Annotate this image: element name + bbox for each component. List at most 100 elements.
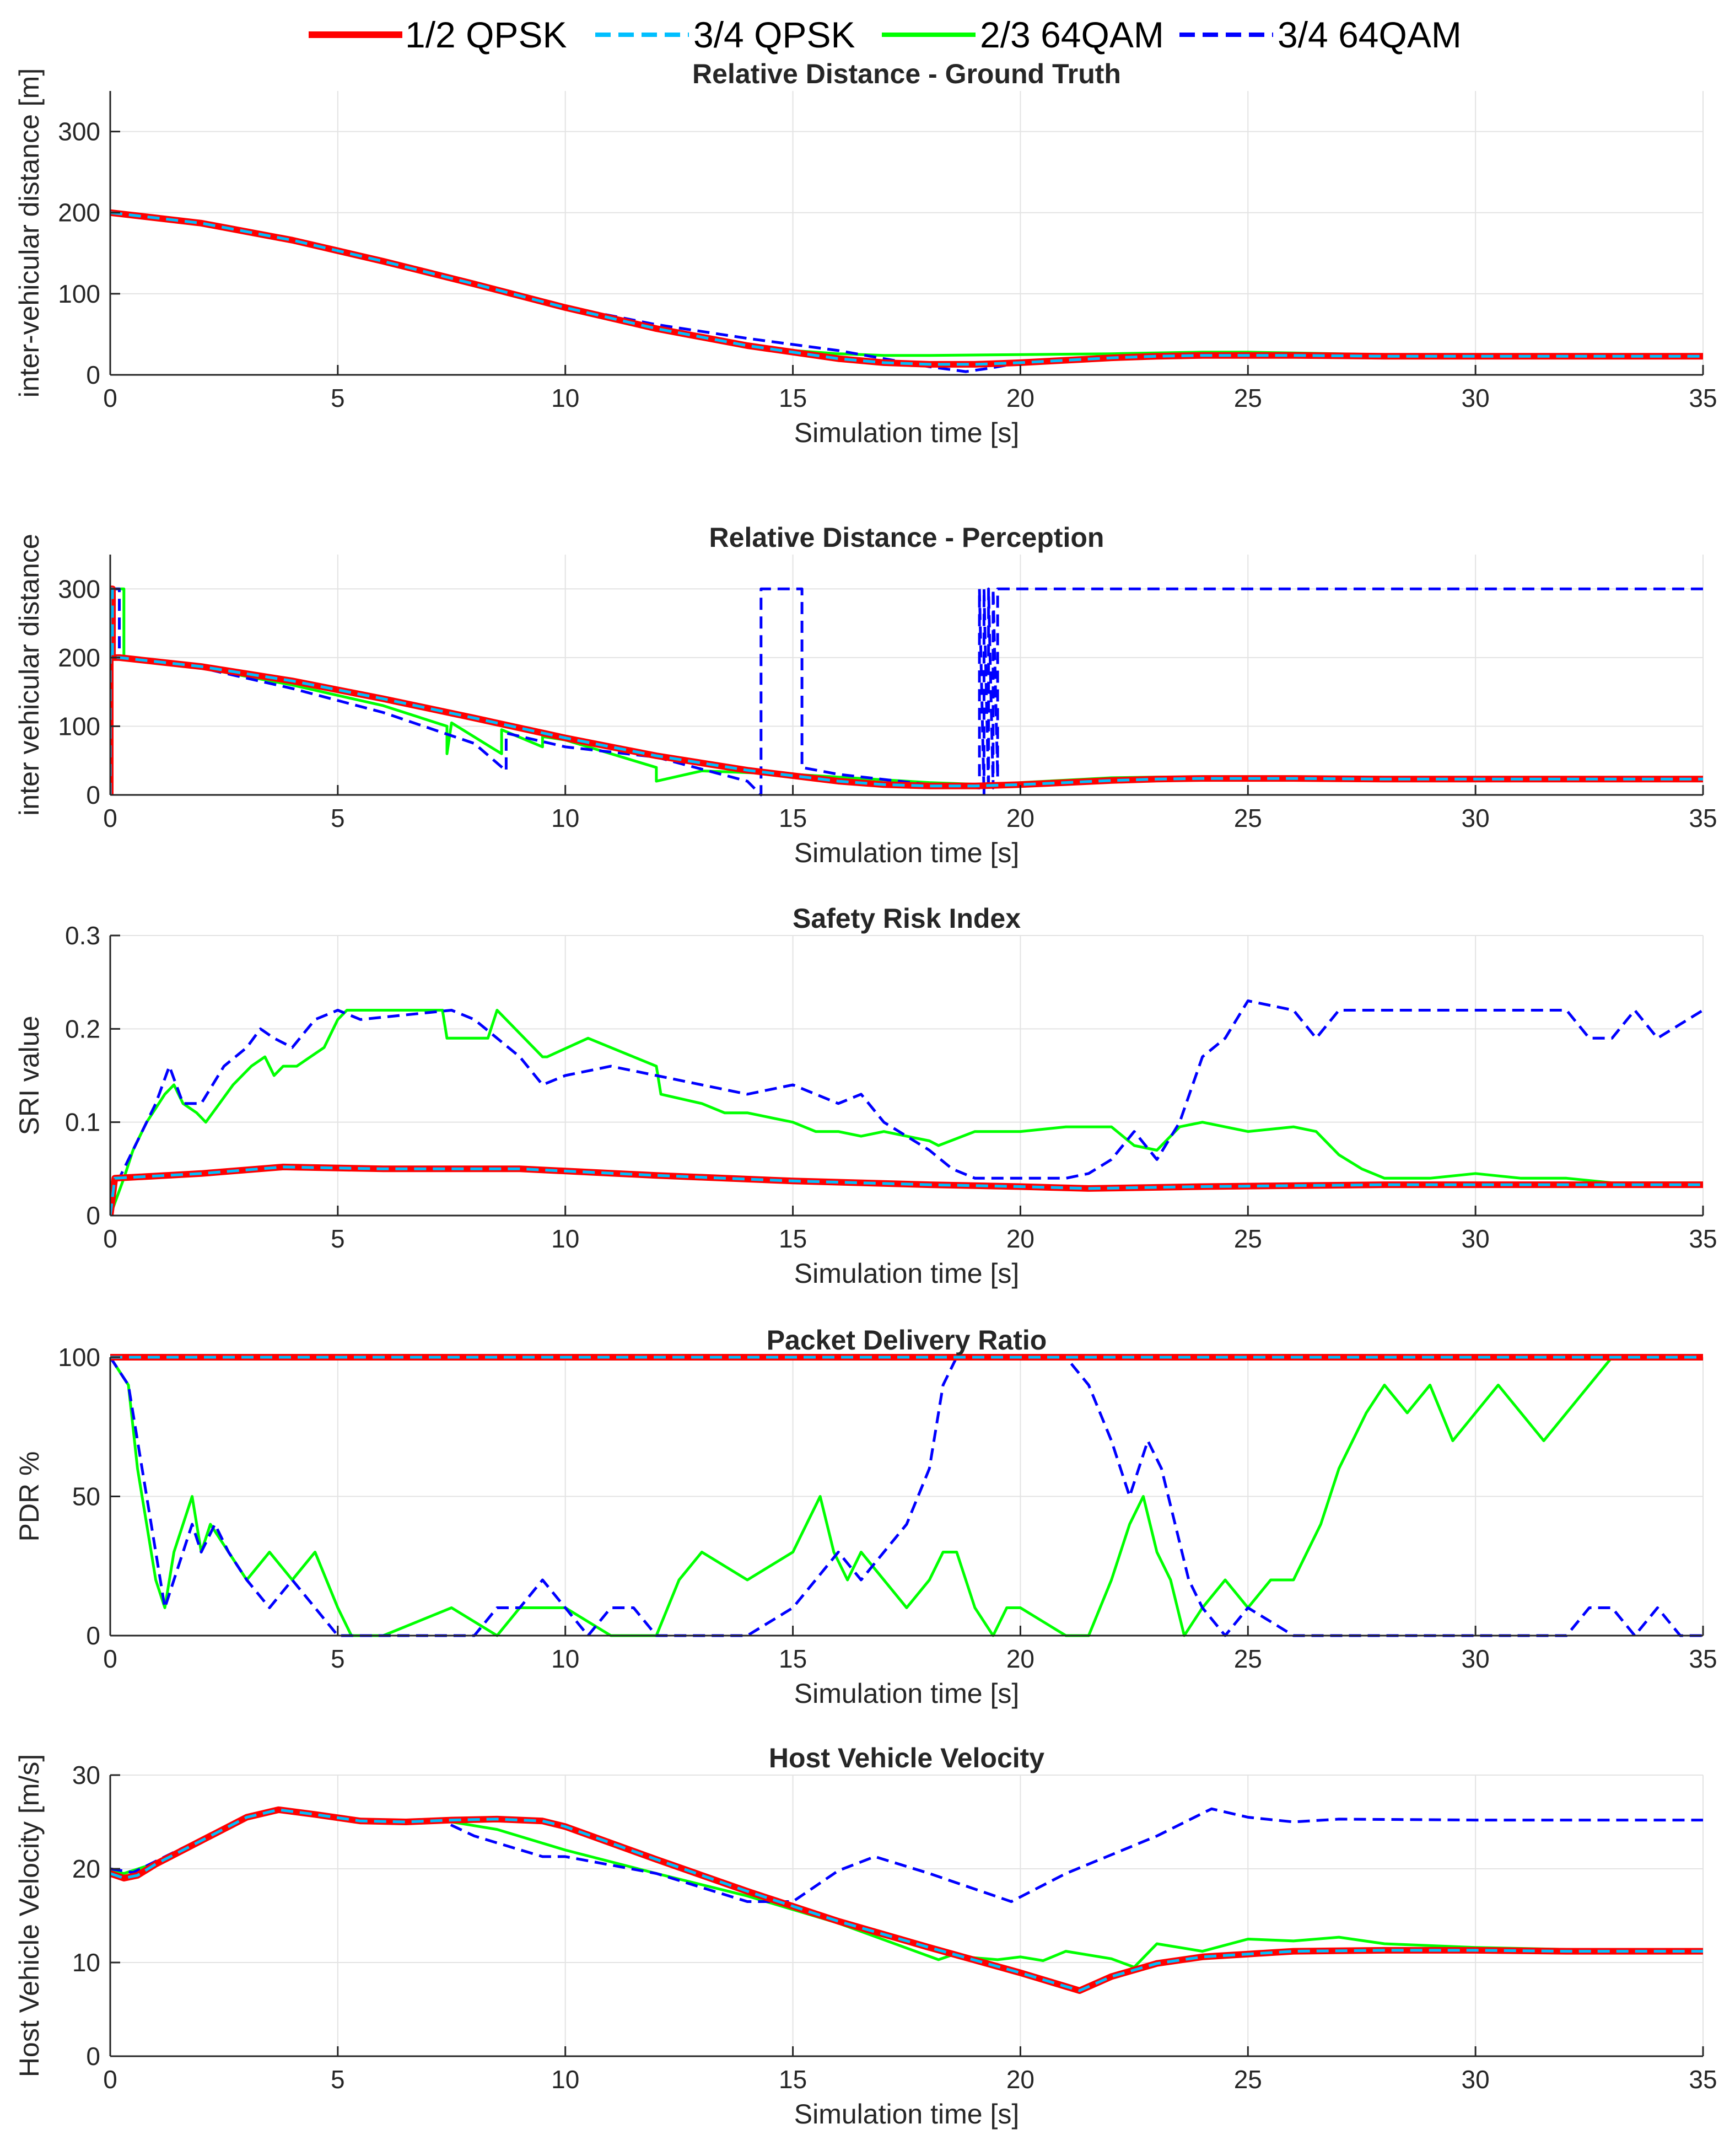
x-tick-label: 20 bbox=[1006, 384, 1034, 412]
y-tick-label: 0 bbox=[86, 1621, 100, 1650]
plot-area bbox=[110, 91, 1703, 375]
legend-label: 3/4 64QAM bbox=[1278, 14, 1462, 55]
x-axis-label: Simulation time [s] bbox=[794, 417, 1019, 448]
x-tick-label: 20 bbox=[1006, 2065, 1034, 2094]
x-tick-label: 25 bbox=[1234, 804, 1262, 832]
series-line-3-4-64qam bbox=[110, 587, 1703, 797]
x-tick-label: 5 bbox=[331, 1644, 345, 1673]
plot-area bbox=[110, 555, 1703, 795]
x-tick-label: 15 bbox=[779, 1644, 807, 1673]
x-tick-label: 25 bbox=[1234, 1224, 1262, 1253]
x-axis-label: Simulation time [s] bbox=[794, 1678, 1019, 1709]
x-tick-label: 15 bbox=[779, 804, 807, 832]
chart-title: Relative Distance - Ground Truth bbox=[692, 58, 1121, 89]
x-tick-label: 10 bbox=[551, 384, 579, 412]
x-tick-label: 20 bbox=[1006, 1224, 1034, 1253]
y-tick-label: 30 bbox=[72, 1761, 100, 1789]
x-tick-label: 30 bbox=[1462, 804, 1490, 832]
y-tick-label: 0 bbox=[86, 781, 100, 809]
y-tick-label: 100 bbox=[58, 279, 100, 308]
x-tick-label: 0 bbox=[103, 384, 117, 412]
y-tick-label: 0.1 bbox=[65, 1108, 100, 1137]
x-tick-label: 5 bbox=[331, 804, 345, 832]
x-tick-label: 15 bbox=[779, 1224, 807, 1253]
y-tick-label: 200 bbox=[58, 198, 100, 227]
y-tick-label: 0.3 bbox=[65, 921, 100, 950]
y-tick-label: 100 bbox=[58, 712, 100, 740]
x-tick-label: 25 bbox=[1234, 384, 1262, 412]
y-axis-label: SRI value bbox=[14, 1016, 45, 1136]
series-line-3-4-qpsk bbox=[110, 211, 1703, 366]
x-tick-label: 30 bbox=[1462, 384, 1490, 412]
x-tick-label: 0 bbox=[103, 1224, 117, 1253]
legend-entry: 2/3 64QAM bbox=[882, 14, 1164, 55]
legend: 1/2 QPSK 3/4 QPSK 2/3 64QAM 3/4 64QAM bbox=[309, 14, 1462, 55]
x-tick-label: 20 bbox=[1006, 804, 1034, 832]
y-axis-label: inter-vehicular distance [m] bbox=[14, 68, 45, 397]
y-tick-label: 200 bbox=[58, 643, 100, 672]
subplot-host-vehicle-velocity: 0 5 10 15 20 25 30 35 0 10 20 30 Host Vehicle Veloci… bbox=[14, 1743, 1717, 2130]
series-line-3-4-64qam bbox=[110, 1356, 1703, 1637]
x-tick-label: 15 bbox=[779, 384, 807, 412]
chart-title: Safety Risk Index bbox=[793, 903, 1021, 934]
y-tick-label: 100 bbox=[58, 1343, 100, 1372]
x-axis-label: Simulation time [s] bbox=[794, 837, 1019, 868]
x-tick-label: 5 bbox=[331, 1224, 345, 1253]
legend-label: 2/3 64QAM bbox=[980, 14, 1164, 55]
y-tick-label: 50 bbox=[72, 1482, 100, 1511]
x-tick-label: 35 bbox=[1689, 2065, 1717, 2094]
x-tick-label: 10 bbox=[551, 2065, 579, 2094]
x-tick-label: 30 bbox=[1462, 2065, 1490, 2094]
subplot-safety-risk-index: 0 5 10 15 20 25 30 35 0 0.1 0.2 0.3 Safety Risk Inde… bbox=[14, 903, 1717, 1289]
x-tick-label: 30 bbox=[1462, 1224, 1490, 1253]
x-tick-label: 5 bbox=[331, 384, 345, 412]
legend-entry: 1/2 QPSK bbox=[309, 14, 567, 55]
series-line-3-4-qpsk bbox=[110, 1165, 1703, 1216]
x-tick-label: 10 bbox=[551, 1644, 579, 1673]
chart-title: Packet Delivery Ratio bbox=[767, 1325, 1047, 1356]
y-tick-label: 0 bbox=[86, 1201, 100, 1230]
y-tick-label: 300 bbox=[58, 574, 100, 603]
x-tick-label: 5 bbox=[331, 2065, 345, 2094]
chart-title: Relative Distance - Perception bbox=[709, 522, 1104, 553]
y-tick-label: 0 bbox=[86, 361, 100, 389]
series-line-2-3-64qam bbox=[110, 1009, 1703, 1216]
subplot-relative-distance-perception: 0 5 10 15 20 25 30 35 0 100 200 300 Relative Distanc… bbox=[14, 522, 1717, 868]
x-tick-label: 25 bbox=[1234, 1644, 1262, 1673]
x-tick-label: 35 bbox=[1689, 1644, 1717, 1673]
y-axis-label: PDR % bbox=[14, 1451, 45, 1542]
x-tick-label: 0 bbox=[103, 804, 117, 832]
x-tick-label: 0 bbox=[103, 1644, 117, 1673]
y-tick-label: 0 bbox=[86, 2042, 100, 2071]
y-axis-label: Host Vehicle Velocity [m/s] bbox=[14, 1754, 45, 2077]
legend-label: 3/4 QPSK bbox=[693, 14, 855, 55]
y-tick-label: 0.2 bbox=[65, 1014, 100, 1043]
x-tick-label: 20 bbox=[1006, 1644, 1034, 1673]
legend-entry: 3/4 QPSK bbox=[595, 14, 855, 55]
legend-entry: 3/4 64QAM bbox=[1179, 14, 1462, 55]
legend-label: 1/2 QPSK bbox=[405, 14, 567, 55]
series-line-3-4-qpsk bbox=[110, 1808, 1703, 1992]
y-tick-label: 20 bbox=[72, 1854, 100, 1883]
series-line-3-4-64qam bbox=[110, 999, 1703, 1216]
series-line-3-4-64qam bbox=[110, 211, 1703, 373]
x-tick-label: 25 bbox=[1234, 2065, 1262, 2094]
x-axis-label: Simulation time [s] bbox=[794, 1258, 1019, 1289]
y-axis-label: inter vehicular distance bbox=[14, 534, 45, 815]
chart-title: Host Vehicle Velocity bbox=[769, 1743, 1044, 1773]
x-tick-label: 10 bbox=[551, 1224, 579, 1253]
x-tick-label: 0 bbox=[103, 2065, 117, 2094]
x-tick-label: 35 bbox=[1689, 384, 1717, 412]
y-tick-label: 300 bbox=[58, 117, 100, 146]
x-tick-label: 35 bbox=[1689, 1224, 1717, 1253]
x-tick-label: 35 bbox=[1689, 804, 1717, 832]
subplot-packet-delivery-ratio: 0 5 10 15 20 25 30 35 0 50 100 Packet Delivery Rati… bbox=[14, 1325, 1717, 1709]
x-axis-label: Simulation time [s] bbox=[794, 2099, 1019, 2130]
y-tick-label: 10 bbox=[72, 1948, 100, 1977]
subplot-relative-distance-ground-truth: 0 5 10 15 20 25 30 35 0 100 200 300 Relative Distanc… bbox=[14, 58, 1717, 448]
x-tick-label: 10 bbox=[551, 804, 579, 832]
x-tick-label: 15 bbox=[779, 2065, 807, 2094]
x-tick-label: 30 bbox=[1462, 1644, 1490, 1673]
